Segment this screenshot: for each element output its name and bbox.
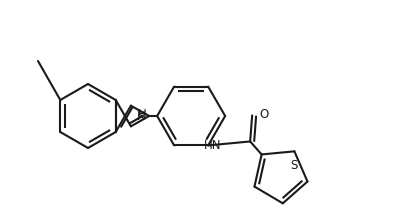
Text: HN: HN bbox=[203, 139, 221, 152]
Text: H: H bbox=[138, 108, 146, 121]
Text: S: S bbox=[290, 159, 298, 172]
Text: N: N bbox=[137, 110, 145, 123]
Text: O: O bbox=[259, 108, 268, 121]
